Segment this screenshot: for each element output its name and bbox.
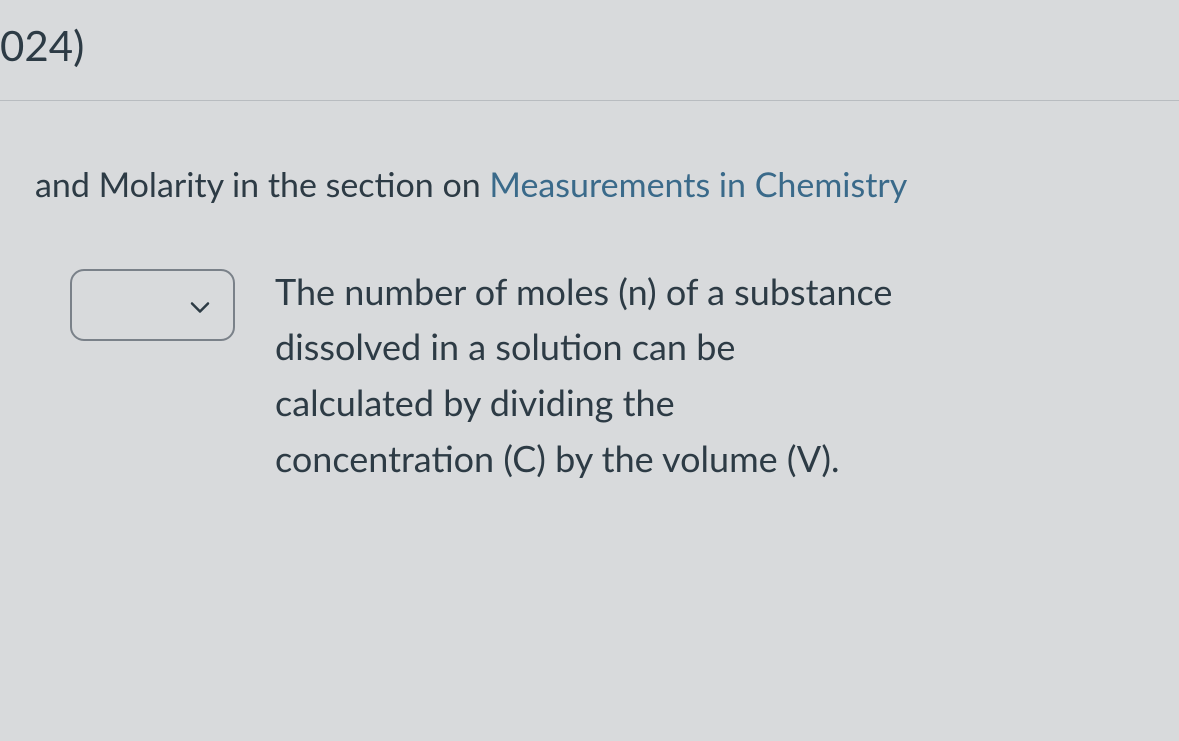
measurements-link[interactable]: Measurements in Chemistry bbox=[489, 164, 907, 205]
dropdown-container bbox=[70, 269, 235, 341]
header-section: 024) bbox=[0, 0, 1179, 101]
dropdown-wrapper bbox=[70, 269, 235, 341]
page-number-fragment: 024) bbox=[0, 20, 1179, 70]
answer-dropdown[interactable] bbox=[70, 269, 235, 341]
question-statement: The number of moles (n) of a substance d… bbox=[275, 264, 895, 487]
question-row: The number of moles (n) of a substance d… bbox=[35, 264, 1179, 487]
intro-text-line: and Molarity in the section on Measureme… bbox=[35, 161, 1179, 209]
content-section: and Molarity in the section on Measureme… bbox=[0, 101, 1179, 487]
intro-prefix: and Molarity in the section on bbox=[35, 164, 489, 205]
